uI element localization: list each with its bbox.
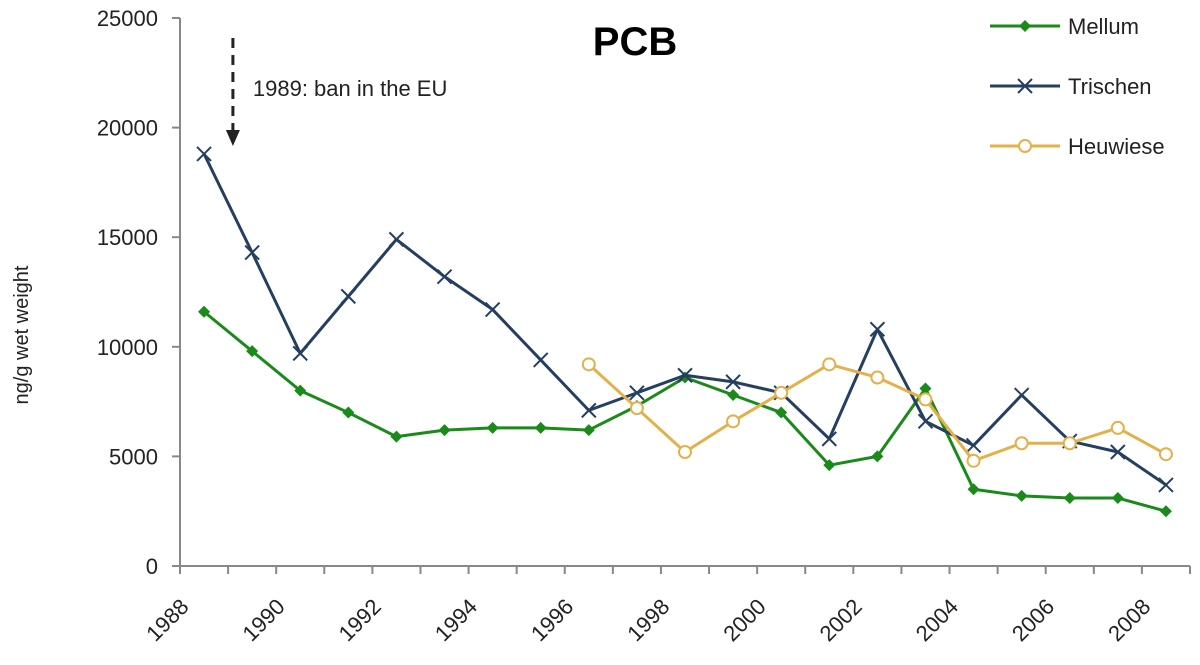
data-point-trischen xyxy=(1013,387,1030,403)
data-point-trischen xyxy=(869,321,886,337)
data-point-trischen xyxy=(244,244,260,261)
annotation-text: 1989: ban in the EU xyxy=(253,76,447,101)
data-point-trischen xyxy=(821,431,837,447)
series-heuwiese xyxy=(581,357,1173,468)
data-point-trischen xyxy=(436,268,453,285)
series-mellum xyxy=(198,305,1172,518)
data-point-mellum xyxy=(871,450,884,463)
legend: Mellum Trischen Heuwiese xyxy=(990,14,1165,159)
x-tick-label: 1996 xyxy=(526,594,578,646)
x-tick-label: 1990 xyxy=(237,594,289,646)
data-point-mellum xyxy=(775,406,788,419)
legend-marker-mellum xyxy=(1019,20,1031,32)
data-point-heuwiese xyxy=(870,370,885,385)
data-point-trischen xyxy=(677,367,693,384)
data-point-heuwiese xyxy=(966,453,981,468)
data-point-trischen xyxy=(629,385,645,401)
data-point-trischen xyxy=(725,374,741,390)
data-point-heuwiese xyxy=(629,401,644,416)
data-point-trischen xyxy=(388,231,405,248)
x-tick-label: 2000 xyxy=(718,594,770,646)
axes xyxy=(179,18,1190,567)
series-layer xyxy=(196,146,1174,518)
data-point-mellum xyxy=(486,421,499,434)
data-point-heuwiese xyxy=(918,392,933,407)
data-point-heuwiese xyxy=(1158,447,1173,462)
data-point-mellum xyxy=(919,382,932,395)
x-tick-label: 1992 xyxy=(334,594,386,646)
x-tick-label: 1994 xyxy=(430,594,482,646)
data-point-trischen xyxy=(196,146,212,162)
y-tick-labels: 0 5000 10000 15000 20000 25000 xyxy=(97,6,180,579)
data-point-mellum xyxy=(246,345,259,358)
data-point-trischen xyxy=(484,301,501,318)
data-point-heuwiese xyxy=(1110,420,1125,435)
y-tick-label: 10000 xyxy=(97,335,158,360)
legend-item-mellum: Mellum xyxy=(990,14,1139,39)
x-tick-label: 1988 xyxy=(141,594,193,646)
data-point-mellum xyxy=(1159,505,1172,518)
data-point-trischen xyxy=(1158,477,1174,493)
data-point-mellum xyxy=(582,424,595,437)
data-point-trischen xyxy=(965,437,982,454)
y-tick-label: 5000 xyxy=(109,444,158,469)
data-point-heuwiese xyxy=(581,357,596,372)
x-tick-labels: 1988 1990 1992 1994 1996 1998 2000 2002 2004 2006… xyxy=(141,566,1191,646)
data-point-heuwiese xyxy=(678,445,692,460)
x-tick-label: 2006 xyxy=(1007,594,1059,646)
data-point-mellum xyxy=(390,430,403,443)
legend-label-mellum: Mellum xyxy=(1068,14,1139,39)
data-point-trischen xyxy=(340,288,357,305)
data-point-mellum xyxy=(727,389,740,402)
data-point-mellum xyxy=(198,305,211,318)
data-point-mellum xyxy=(967,483,980,496)
x-tick-label: 2004 xyxy=(911,594,963,646)
data-point-mellum xyxy=(534,421,547,434)
data-point-mellum xyxy=(1111,492,1124,505)
y-tick-label: 25000 xyxy=(97,6,158,31)
y-tick-label: 15000 xyxy=(97,225,158,250)
data-point-trischen xyxy=(1110,444,1126,460)
legend-label-heuwiese: Heuwiese xyxy=(1068,134,1165,159)
x-tick-label: 2008 xyxy=(1103,594,1155,646)
data-point-trischen xyxy=(917,413,934,430)
data-point-heuwiese xyxy=(774,385,789,400)
data-point-mellum xyxy=(438,424,451,437)
y-axis-label: ng/g wet weight xyxy=(11,265,33,404)
legend-marker-heuwiese xyxy=(1018,139,1032,153)
data-point-heuwiese xyxy=(1062,436,1077,451)
ban-annotation: 1989: ban in the EU xyxy=(225,38,447,146)
data-point-mellum xyxy=(823,459,836,472)
chart-title: PCB xyxy=(593,20,677,64)
y-tick-label: 20000 xyxy=(97,116,158,141)
legend-marker-trischen xyxy=(1017,78,1033,94)
data-point-mellum xyxy=(294,384,307,397)
data-point-heuwiese xyxy=(1014,436,1029,451)
data-point-mellum xyxy=(342,406,355,419)
data-point-heuwiese xyxy=(726,414,741,429)
legend-label-trischen: Trischen xyxy=(1068,74,1152,99)
x-tick-label: 2002 xyxy=(815,594,867,646)
legend-item-heuwiese: Heuwiese xyxy=(990,134,1165,159)
data-point-mellum xyxy=(1015,489,1028,502)
series-line-trischen xyxy=(202,153,1167,487)
x-tick-label: 1998 xyxy=(622,594,674,646)
data-point-trischen xyxy=(533,352,549,368)
data-point-heuwiese xyxy=(822,357,837,372)
legend-item-trischen: Trischen xyxy=(990,74,1152,99)
y-tick-label: 0 xyxy=(146,554,158,579)
data-point-trischen xyxy=(581,402,597,419)
annotation-arrow-head-icon xyxy=(225,130,240,146)
data-point-trischen xyxy=(292,345,308,362)
data-point-mellum xyxy=(1063,492,1076,505)
